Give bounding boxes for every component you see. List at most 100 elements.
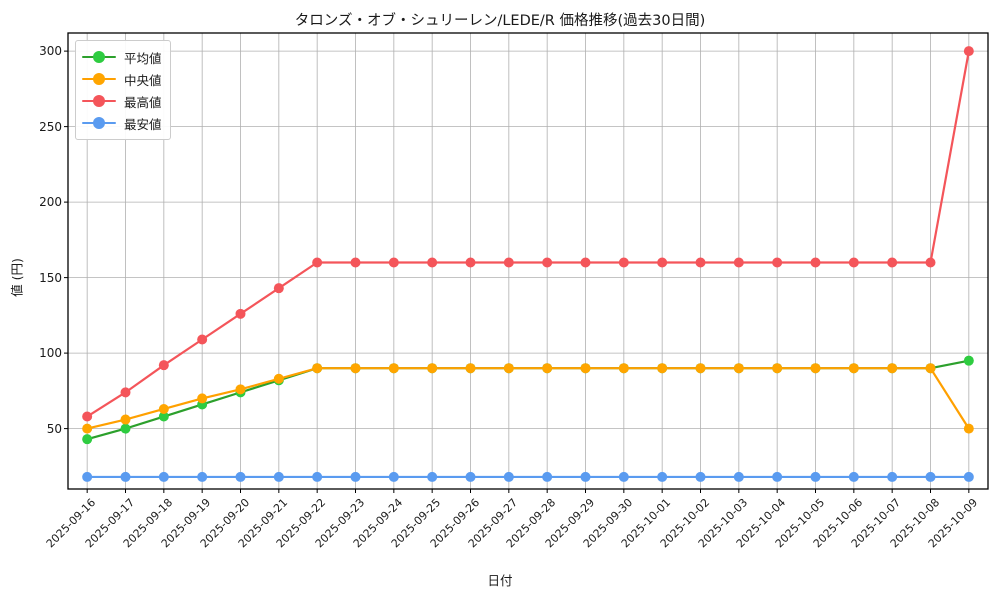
legend-swatch-icon	[82, 50, 116, 64]
data-point-marker	[158, 471, 169, 482]
legend-label: 最高値	[124, 94, 162, 110]
data-point-marker	[542, 257, 553, 268]
data-point-marker	[503, 257, 514, 268]
data-point-marker	[388, 257, 399, 268]
data-point-marker	[925, 257, 936, 268]
data-point-marker	[772, 363, 783, 374]
data-point-marker	[197, 393, 208, 404]
plot-frame	[67, 32, 989, 490]
data-point-marker	[580, 257, 591, 268]
data-point-marker	[618, 471, 629, 482]
data-point-marker	[810, 363, 821, 374]
data-point-marker	[273, 283, 284, 294]
data-point-marker	[772, 471, 783, 482]
data-point-marker	[542, 363, 553, 374]
data-point-marker	[235, 384, 246, 395]
data-point-marker	[158, 403, 169, 414]
legend-label: 中央値	[124, 72, 162, 88]
data-point-marker	[120, 387, 131, 398]
data-point-marker	[542, 471, 553, 482]
data-point-marker	[695, 471, 706, 482]
data-point-marker	[963, 471, 974, 482]
data-point-marker	[503, 471, 514, 482]
data-point-marker	[82, 471, 93, 482]
data-point-marker	[82, 411, 93, 422]
y-tick-label: 150	[39, 270, 62, 285]
data-point-marker	[810, 471, 821, 482]
data-point-marker	[618, 363, 629, 374]
data-point-marker	[963, 423, 974, 434]
legend-swatch-icon	[82, 116, 116, 130]
data-point-marker	[273, 471, 284, 482]
legend-swatch-icon	[82, 94, 116, 108]
data-point-marker	[733, 471, 744, 482]
data-point-marker	[158, 411, 169, 422]
data-point-marker	[120, 414, 131, 425]
data-point-marker	[312, 363, 323, 374]
data-point-marker	[427, 363, 438, 374]
chart-legend: 平均値中央値最高値最安値	[75, 40, 171, 140]
x-axis-label: 日付	[487, 573, 513, 588]
series-1	[82, 363, 974, 434]
series-line	[86, 50, 970, 418]
data-point-marker	[350, 257, 361, 268]
data-point-marker	[388, 471, 399, 482]
series-3	[82, 471, 974, 482]
data-point-marker	[235, 308, 246, 319]
data-point-marker	[695, 363, 706, 374]
legend-item-中央値[interactable]: 中央値	[82, 68, 162, 90]
legend-item-最高値[interactable]: 最高値	[82, 90, 162, 112]
data-point-marker	[848, 257, 859, 268]
data-point-marker	[963, 46, 974, 57]
data-point-marker	[925, 471, 936, 482]
legend-label: 最安値	[124, 116, 162, 132]
data-point-marker	[887, 257, 898, 268]
data-point-marker	[810, 257, 821, 268]
data-point-marker	[273, 373, 284, 384]
data-point-marker	[465, 363, 476, 374]
data-point-marker	[848, 363, 859, 374]
data-point-marker	[925, 363, 936, 374]
data-point-marker	[733, 257, 744, 268]
legend-swatch-icon	[82, 72, 116, 86]
data-point-marker	[733, 363, 744, 374]
data-point-marker	[82, 423, 93, 434]
data-point-marker	[120, 423, 131, 434]
data-point-marker	[657, 257, 668, 268]
legend-item-最安値[interactable]: 最安値	[82, 112, 162, 134]
data-point-marker	[618, 257, 629, 268]
data-point-marker	[465, 471, 476, 482]
y-tick-label: 300	[39, 44, 62, 59]
legend-item-平均値[interactable]: 平均値	[82, 46, 162, 68]
data-point-marker	[887, 363, 898, 374]
y-tick-label: 50	[46, 421, 62, 436]
data-point-marker	[772, 257, 783, 268]
data-point-marker	[695, 257, 706, 268]
data-point-marker	[848, 471, 859, 482]
y-tick-label: 200	[39, 195, 62, 210]
data-point-marker	[427, 471, 438, 482]
data-point-marker	[312, 471, 323, 482]
data-point-marker	[312, 257, 323, 268]
data-point-marker	[235, 471, 246, 482]
tick-marks	[64, 50, 970, 493]
data-point-marker	[657, 363, 668, 374]
y-tick-label: 250	[39, 119, 62, 134]
data-point-marker	[657, 471, 668, 482]
chart-title: タロンズ・オブ・シュリーレン/LEDE/R 価格推移(過去30日間)	[294, 13, 706, 29]
data-point-marker	[580, 363, 591, 374]
data-point-marker	[82, 434, 93, 445]
plot-background	[68, 33, 988, 489]
y-tick-label: 100	[39, 346, 62, 361]
data-point-marker	[887, 471, 898, 482]
legend-label: 平均値	[124, 50, 162, 66]
data-point-marker	[963, 355, 974, 366]
data-point-marker	[388, 363, 399, 374]
data-point-marker	[427, 257, 438, 268]
data-point-marker	[350, 363, 361, 374]
y-axis-tick-labels: 50 100 150 200 250 300	[0, 0, 62, 600]
data-point-marker	[580, 471, 591, 482]
data-point-marker	[503, 363, 514, 374]
